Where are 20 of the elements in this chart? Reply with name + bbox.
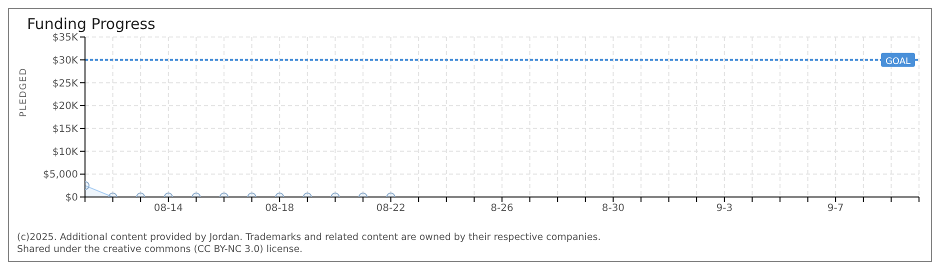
y-tick-label: $5,000 [43,170,78,181]
x-tick-label: 8-30 [602,203,625,214]
x-tick-label: 8-26 [490,203,514,214]
text: (c)2025. Additional content provided by Jordan. Trademarks and related content are owned by their respective companies. [17,232,601,244]
y-tick-label: $20K [52,101,78,112]
x-tick-label: 08-18 [265,203,294,214]
x-tick-label: 08-14 [154,203,183,214]
x-tick-label: 9-3 [716,203,733,214]
y-tick-label: $25K [52,78,78,90]
y-tick-label: $30K [52,55,78,66]
ref-line-label: GOAL [885,56,911,67]
y-tick-label: $35K [52,32,78,44]
y-tick-label: $15K [52,124,78,135]
text: Shared under the creative commons (CC BY-NC 3.0) license. [17,244,304,256]
y-tick-label: $0 [65,192,78,204]
y-axis-title: PLEDGED [19,67,30,117]
x-tick-label: 9-7 [827,203,844,214]
x-tick-label: 08-22 [376,203,406,214]
chart-title: Funding Progress [27,15,156,33]
y-tick-label: $10K [52,146,78,158]
